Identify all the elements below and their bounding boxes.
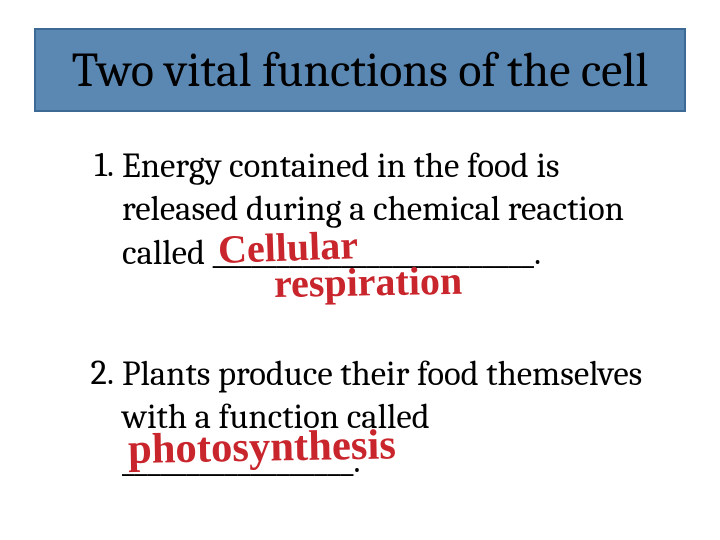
slide-title: Two vital functions of the cell bbox=[72, 43, 649, 98]
title-banner: Two vital functions of the cell bbox=[34, 28, 686, 112]
list-item-2: 2. Plants produce their food themselves … bbox=[88, 353, 658, 483]
list-item-1-number: 1. bbox=[88, 145, 122, 185]
body-area: 1. Energy contained in the food is relea… bbox=[88, 145, 658, 483]
list-item-1: 1. Energy contained in the food is relea… bbox=[88, 145, 658, 275]
list-item-1-text: Energy contained in the food is released… bbox=[122, 145, 658, 275]
list-item-2-text: Plants produce their food themselves wit… bbox=[122, 353, 658, 483]
list-item-2-number: 2. bbox=[88, 353, 122, 393]
